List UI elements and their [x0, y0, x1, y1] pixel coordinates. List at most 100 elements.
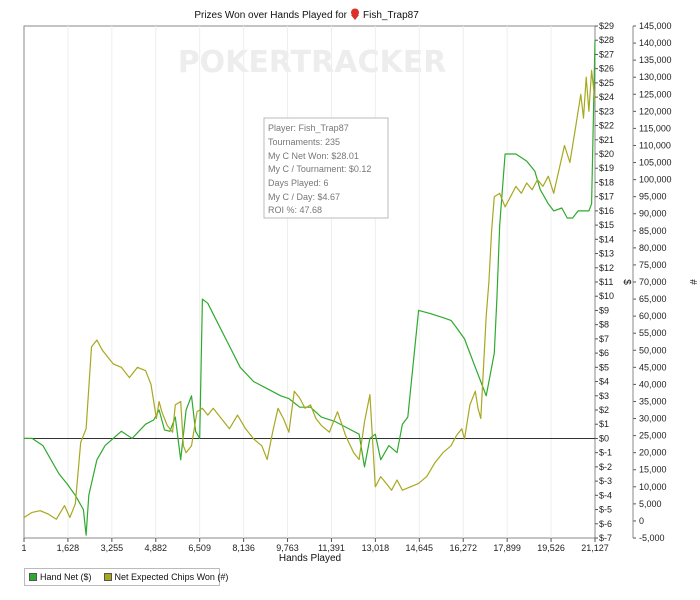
- info-days-played: Days Played: 6: [268, 178, 329, 188]
- y-left-tick-label: $3: [599, 391, 609, 401]
- y-right-tick-label: 0: [639, 516, 644, 526]
- series-layer: [23, 40, 596, 536]
- pokertracker-watermark: POKERTRACKER: [178, 45, 447, 80]
- x-tick-label: 16,272: [449, 543, 477, 553]
- x-tick-label: 3,255: [101, 543, 124, 553]
- y-right-tick-label: 135,000: [639, 55, 672, 65]
- y-right-tick-label: 140,000: [639, 38, 672, 48]
- x-tick-label: 1,628: [57, 543, 80, 553]
- series-line-expected-chips: [23, 69, 596, 520]
- info-per-tournament: My C / Tournament: $0.12: [268, 164, 371, 174]
- y-left-tick-label: $27: [599, 49, 614, 59]
- plot-frame: [23, 25, 596, 539]
- y-right-tick-label: 85,000: [639, 226, 667, 236]
- y-right-tick-label: 125,000: [639, 89, 672, 99]
- x-tick-label: 6,509: [188, 543, 211, 553]
- info-per-day: My C / Day: $4.67: [268, 192, 340, 202]
- y-right-tick-label: 110,000: [639, 140, 671, 150]
- x-tick-label: 1: [21, 543, 26, 553]
- y-right-tick-label: 95,000: [639, 192, 667, 202]
- y-left-tick-label: $22: [599, 121, 614, 131]
- y-left-tick-label: $14: [599, 234, 614, 244]
- y-right-tick-label: 90,000: [639, 209, 667, 219]
- y-left-tick-label: $12: [599, 263, 614, 273]
- y-right-tick-label: 5,000: [639, 499, 662, 509]
- x-tick-label: 17,899: [493, 543, 521, 553]
- y-left-tick-label: $-1: [599, 448, 612, 458]
- y-left-tick-label: $5: [599, 362, 609, 372]
- y-right-axis-ticks: 145,000 140,000 135,000 130,000 125,000 120,0…: [632, 21, 672, 543]
- x-axis-title: Hands Played: [279, 553, 341, 564]
- legend-label-expected-chips: Net Expected Chips Won (#): [114, 572, 229, 582]
- y-right-tick-label: 65,000: [639, 294, 667, 304]
- y-left-tick-label: $8: [599, 320, 609, 330]
- spade-icon-stem: [351, 15, 359, 20]
- y-left-tick-label: $23: [599, 106, 614, 116]
- legend-label-hand-net: Hand Net ($): [40, 572, 92, 582]
- series-line-hand-net: [24, 40, 596, 536]
- y-right-tick-label: 145,000: [639, 21, 672, 31]
- y-left-tick-label: $29: [599, 21, 614, 31]
- chart-title: Prizes Won over Hands Played for Fish_Tr…: [194, 8, 419, 21]
- y-right-tick-label: 30,000: [639, 414, 667, 424]
- info-roi: ROI %: 47.68: [268, 205, 322, 215]
- y-left-tick-label: $28: [599, 35, 614, 45]
- y-left-tick-label: $15: [599, 220, 614, 230]
- info-tournaments: Tournaments: 235: [268, 137, 340, 147]
- legend-item-hand-net: Hand Net ($): [29, 572, 92, 582]
- y-left-tick-label: $4: [599, 377, 609, 387]
- y-left-tick-label: $11: [599, 277, 613, 287]
- y-right-tick-label: 60,000: [639, 311, 667, 321]
- y-right-tick-label: 70,000: [639, 277, 667, 287]
- y-left-tick-label: $26: [599, 64, 614, 74]
- x-tick-label: 19,526: [537, 543, 565, 553]
- y-right-axis-title: #: [687, 279, 698, 285]
- y-right-tick-label: 20,000: [639, 448, 667, 458]
- y-left-axis-title: $: [621, 279, 632, 285]
- y-right-tick-label: 80,000: [639, 243, 667, 253]
- info-box-frame: [263, 117, 389, 219]
- legend: Hand Net ($) Net Expected Chips Won (#): [24, 568, 228, 586]
- chart-title-player: Fish_Trap87: [363, 10, 419, 21]
- grid: [67, 26, 552, 538]
- x-tick-label: 8,136: [232, 543, 255, 553]
- x-tick-label: 14,645: [406, 543, 434, 553]
- y-left-tick-label: $2: [599, 405, 609, 415]
- info-player: Player: Fish_Trap87: [268, 123, 349, 133]
- y-left-tick-label: $21: [599, 135, 614, 145]
- y-right-tick-label: 15,000: [639, 465, 667, 475]
- y-left-tick-label: $-2: [599, 462, 612, 472]
- y-left-tick-label: $24: [599, 92, 614, 102]
- x-tick-label: 21,127: [581, 543, 609, 553]
- legend-swatch-hand-net: [29, 573, 37, 581]
- x-tick-label: 13,018: [362, 543, 390, 553]
- x-tick-label: 11,391: [318, 543, 345, 553]
- y-left-tick-label: $20: [599, 149, 614, 159]
- y-right-tick-label: 75,000: [639, 260, 667, 270]
- y-right-tick-label: 130,000: [639, 72, 672, 82]
- y-left-tick-label: $9: [599, 305, 609, 315]
- x-tick-label: 4,882: [145, 543, 168, 553]
- spade-icon: [351, 8, 359, 20]
- y-left-tick-label: $-7: [599, 533, 612, 543]
- legend-item-expected-chips: Net Expected Chips Won (#): [103, 572, 229, 582]
- y-right-tick-label: 50,000: [639, 345, 667, 355]
- y-left-axis-ticks: $29 $28 $27 $26 $25 $24 $23 $22 $21 $20 $19 $18 $17 $…: [595, 21, 614, 543]
- y-right-tick-label: 55,000: [639, 328, 667, 338]
- y-left-tick-label: $7: [599, 334, 609, 344]
- y-left-tick-label: $-5: [599, 505, 612, 515]
- y-right-tick-label: 25,000: [639, 431, 667, 441]
- y-right-tick-label: 10,000: [639, 482, 667, 492]
- y-left-tick-label: $16: [599, 206, 614, 216]
- x-axis-ticks: 1 1,628 3,255 4,882 6,509 8,136 9,763 11,391 13,…: [21, 538, 609, 553]
- y-right-tick-label: -5,000: [639, 533, 665, 543]
- y-left-tick-label: $-4: [599, 490, 612, 500]
- y-right-tick-label: 40,000: [639, 379, 667, 389]
- y-right-tick-label: 115,000: [639, 123, 671, 133]
- y-right-tick-label: 100,000: [639, 175, 672, 185]
- legend-swatch-expected-chips: [103, 573, 112, 581]
- y-right-tick-label: 105,000: [639, 158, 672, 168]
- info-net-won: My C Net Won: $28.01: [268, 151, 359, 161]
- y-left-tick-label: $-6: [599, 519, 612, 529]
